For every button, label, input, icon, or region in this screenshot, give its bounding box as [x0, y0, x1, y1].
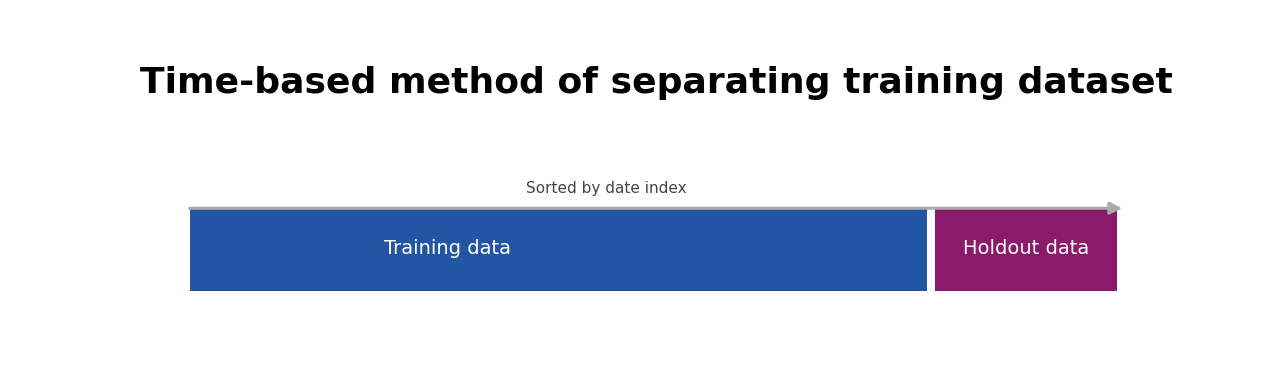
Text: Time-based method of separating training dataset: Time-based method of separating training…	[140, 66, 1172, 100]
Text: Training data: Training data	[384, 239, 511, 258]
Text: Sorted by date index: Sorted by date index	[526, 181, 686, 196]
Text: Holdout data: Holdout data	[963, 239, 1089, 258]
Bar	[189, 207, 927, 291]
Bar	[936, 207, 1117, 291]
